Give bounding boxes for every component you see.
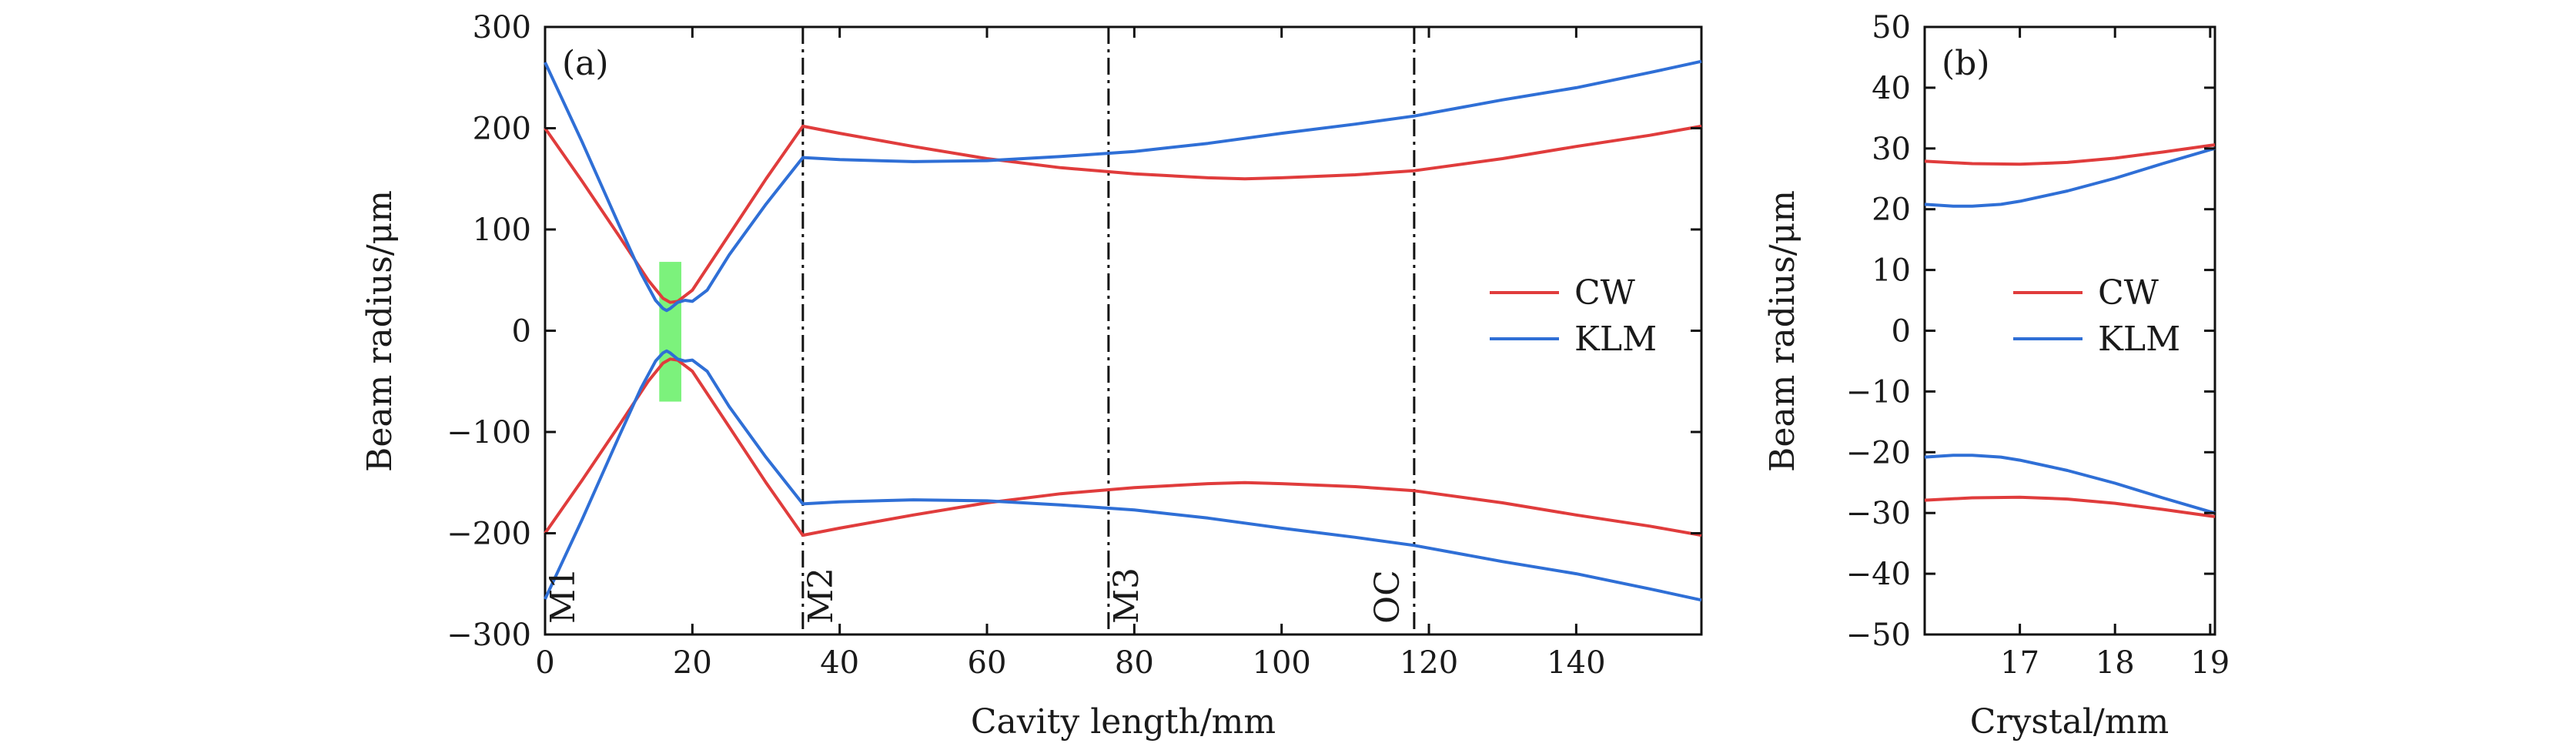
panel-label-a: (a) [562,44,609,83]
y-tick-label-a: 100 [473,213,531,248]
series-klm-upper-a [544,59,1702,313]
y-tick-label-a: 0 [512,314,531,350]
y-tick-label-b: −30 [1846,496,1911,531]
x-tick-label-a: 100 [1253,645,1311,681]
y-tick-label-a: −200 [447,517,531,552]
legend-a: CW KLM [1490,273,1657,359]
x-tick-label-b: 17 [2000,645,2039,681]
plot-frame-a [544,25,1703,636]
legend-label-klm-a: KLM [1574,320,1657,359]
series-cw-upper-b [1924,143,2216,166]
legend-b: CW KLM [2013,273,2180,359]
legend-label-klm-b: KLM [2098,320,2180,359]
panel-label-b: (b) [1942,44,1990,83]
legend-label-cw-b: CW [2098,273,2159,313]
y-axis-title-b: Beam radius/μm [1763,190,1802,472]
y-tick-label-b: −50 [1846,618,1911,653]
y-tick-label-a: 300 [473,10,531,45]
series-klm-lower-b [1924,454,2216,515]
series-cw-lower-b [1924,495,2216,518]
series-cw-upper-a [544,124,1702,304]
y-tick-label-b: 30 [1872,132,1911,167]
mirror-label-m3: M3 [1107,568,1146,624]
x-tick-label-a: 140 [1547,645,1605,681]
mirror-label-m1: M1 [544,568,583,624]
y-tick-label-b: 10 [1872,253,1911,289]
y-axis-title-a: Beam radius/μm [360,190,400,472]
x-tick-label-a: 120 [1400,645,1458,681]
x-tick-label-b: 19 [2190,645,2230,681]
mirror-label-m2: M2 [801,568,841,624]
x-tick-label-b: 18 [2096,645,2135,681]
x-tick-label-a: 0 [535,645,554,681]
y-tick-label-b: −10 [1846,374,1911,410]
series-klm-lower-a [544,349,1702,602]
x-tick-label-a: 20 [673,645,712,681]
crystal-region [659,262,681,402]
y-tick-label-b: 50 [1872,10,1911,45]
y-tick-label-b: 40 [1872,71,1911,106]
y-tick-label-b: −40 [1846,557,1911,592]
mirror-label-oc: OC [1368,570,1407,624]
y-tick-label-b: −20 [1846,435,1911,470]
x-tick-label-a: 60 [968,645,1007,681]
panel-a: 0 20 40 60 80 100 120 140 300 200 100 0 −100 −200 −300… [360,10,1703,742]
y-tick-label-a: −300 [447,618,531,653]
series-cw-lower-a [544,357,1702,537]
y-tick-label-b: 0 [1892,314,1911,350]
legend-label-cw-a: CW [1574,273,1636,313]
x-axis-title-a: Cavity length/mm [971,702,1276,742]
series-klm-upper-b [1924,146,2216,208]
x-axis-title-b: Crystal/mm [1970,702,2169,742]
x-tick-label-a: 80 [1115,645,1154,681]
x-tick-label-a: 40 [820,645,859,681]
panel-b: 17 18 19 50 40 30 20 10 0 −10 −20 −30 −40 −50 (b) Cry… [1763,10,2230,742]
y-tick-label-a: −100 [447,415,531,450]
y-tick-label-a: 200 [473,112,531,147]
y-tick-label-b: 20 [1872,193,1911,228]
